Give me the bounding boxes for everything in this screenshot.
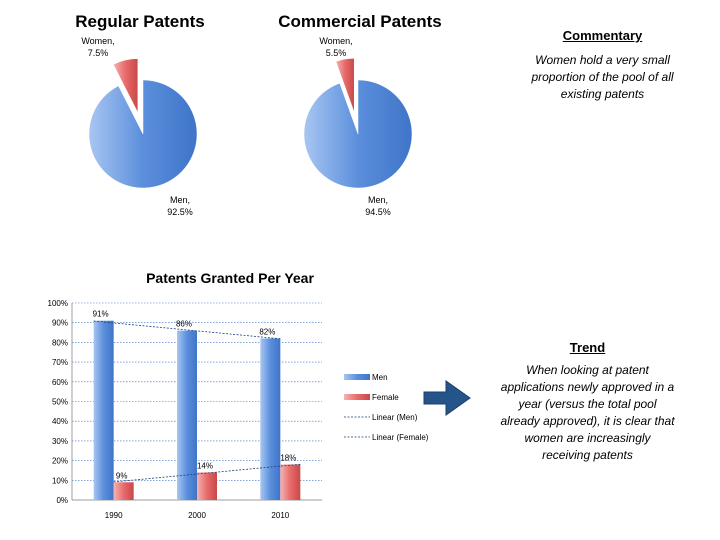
- trend-text: When looking at patent applications newl…: [500, 363, 675, 462]
- trend-heading: Trend: [569, 340, 606, 355]
- y-tick-label: 10%: [52, 476, 68, 485]
- pie-title-commercial: Commercial Patents: [278, 12, 442, 31]
- data-label-men: 86%: [176, 320, 192, 329]
- pie-slice-men: [303, 79, 413, 189]
- y-tick-label: 0%: [56, 496, 68, 505]
- pie-label-regular-men: Men, 92.5%: [160, 194, 200, 218]
- x-tick-label: 2000: [188, 511, 206, 520]
- y-tick-label: 60%: [52, 378, 68, 387]
- pie-label-regular-women-name: Women,: [81, 36, 115, 46]
- pie-label-commercial-women-value: 5.5%: [325, 48, 347, 58]
- pie-label-regular-women-value: 7.5%: [87, 48, 109, 58]
- y-tick-label: 100%: [48, 299, 68, 308]
- y-tick-label: 20%: [52, 457, 68, 466]
- pie-label-commercial-men: Men, 94.5%: [358, 194, 398, 218]
- pie-chart-regular: [88, 58, 198, 189]
- legend-female-label: Female: [372, 393, 399, 402]
- pie-label-regular-men-value: 92.5%: [167, 207, 193, 217]
- pie-title-regular: Regular Patents: [75, 12, 205, 31]
- y-tick-label: 80%: [52, 338, 68, 347]
- y-tick-label: 90%: [52, 319, 68, 328]
- pie-slice-men: [88, 79, 198, 189]
- pie-label-commercial-women: Women, 5.5%: [306, 35, 366, 59]
- y-tick-label: 40%: [52, 417, 68, 426]
- bar-men: [93, 320, 114, 500]
- pie-label-regular-men-name: Men,: [169, 195, 190, 205]
- data-label-female: 9%: [116, 471, 128, 480]
- pie-label-commercial-men-name: Men,: [367, 195, 388, 205]
- x-tick-label: 2010: [271, 511, 289, 520]
- bar-female: [113, 482, 134, 500]
- data-label-female: 14%: [197, 461, 213, 470]
- legend-linear-female-label: Linear (Female): [372, 433, 429, 442]
- x-tick-label: 1990: [105, 511, 123, 520]
- pie-label-commercial-men-value: 94.5%: [365, 207, 391, 217]
- data-label-female: 18%: [280, 454, 296, 463]
- arrow-right-icon: [423, 380, 471, 416]
- bar-chart-title: Patents Granted Per Year: [146, 270, 314, 286]
- commentary-text: Women hold a very small proportion of th…: [531, 53, 674, 101]
- bar-chart: 0% 10% 20% 30% 40% 50% 60% 70% 80% 90% 100% 91% 9% 19…: [48, 299, 429, 520]
- pie-slice-women: [335, 58, 355, 113]
- y-tick-label: 70%: [52, 358, 68, 367]
- bar-female: [280, 464, 301, 500]
- legend-female-swatch: [344, 394, 370, 400]
- commentary-heading: Commentary: [562, 28, 643, 43]
- bar-female: [197, 472, 217, 500]
- legend-men-label: Men: [372, 373, 388, 382]
- legend-linear-men-label: Linear (Men): [372, 413, 418, 422]
- pie-label-commercial-women-name: Women,: [319, 36, 353, 46]
- pie-slice-women: [113, 58, 139, 113]
- pie-chart-commercial: [303, 58, 413, 189]
- bar-men: [177, 330, 197, 500]
- y-tick-label: 30%: [52, 437, 68, 446]
- y-tick-label: 50%: [52, 398, 68, 407]
- data-label-men: 91%: [93, 310, 109, 319]
- legend-men-swatch: [344, 374, 370, 380]
- data-label-men: 82%: [259, 327, 275, 336]
- bar-men: [260, 338, 281, 500]
- pie-label-regular-women: Women, 7.5%: [68, 35, 128, 59]
